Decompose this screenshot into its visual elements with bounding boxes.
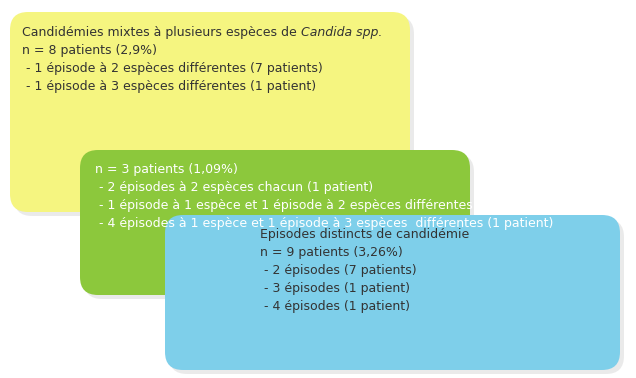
Text: - 4 épisodes à 1 espèce et 1 épisode à 3 espèces  différentes (1 patient): - 4 épisodes à 1 espèce et 1 épisode à 3… [95, 217, 553, 230]
Text: - 1 épisode à 1 espèce et 1 épisode à 2 espèces différentes (1 patient): - 1 épisode à 1 espèce et 1 épisode à 2 … [95, 199, 543, 212]
Text: - 4 épisodes (1 patient): - 4 épisodes (1 patient) [260, 300, 410, 313]
Text: - 2 épisodes (7 patients): - 2 épisodes (7 patients) [260, 264, 417, 277]
FancyBboxPatch shape [14, 16, 414, 216]
FancyBboxPatch shape [84, 154, 474, 299]
Text: - 1 épisode à 3 espèces différentes (1 patient): - 1 épisode à 3 espèces différentes (1 p… [22, 80, 316, 93]
Text: n = 3 patients (1,09%): n = 3 patients (1,09%) [95, 163, 238, 176]
FancyBboxPatch shape [80, 150, 470, 295]
FancyBboxPatch shape [169, 219, 624, 374]
Text: n = 8 patients (2,9%): n = 8 patients (2,9%) [22, 44, 157, 57]
FancyBboxPatch shape [10, 12, 410, 212]
Text: n = 9 patients (3,26%): n = 9 patients (3,26%) [260, 246, 403, 259]
Text: Candida spp.: Candida spp. [301, 26, 382, 39]
Text: Candidémies mixtes à plusieurs espèces de: Candidémies mixtes à plusieurs espèces d… [22, 26, 301, 39]
Text: - 1 épisode à 2 espèces différentes (7 patients): - 1 épisode à 2 espèces différentes (7 p… [22, 62, 322, 75]
FancyBboxPatch shape [165, 215, 620, 370]
Text: - 3 épisodes (1 patient): - 3 épisodes (1 patient) [260, 282, 410, 295]
Text: Episodes distincts de candidémie: Episodes distincts de candidémie [260, 228, 469, 241]
Text: - 2 épisodes à 2 espèces chacun (1 patient): - 2 épisodes à 2 espèces chacun (1 patie… [95, 181, 373, 194]
